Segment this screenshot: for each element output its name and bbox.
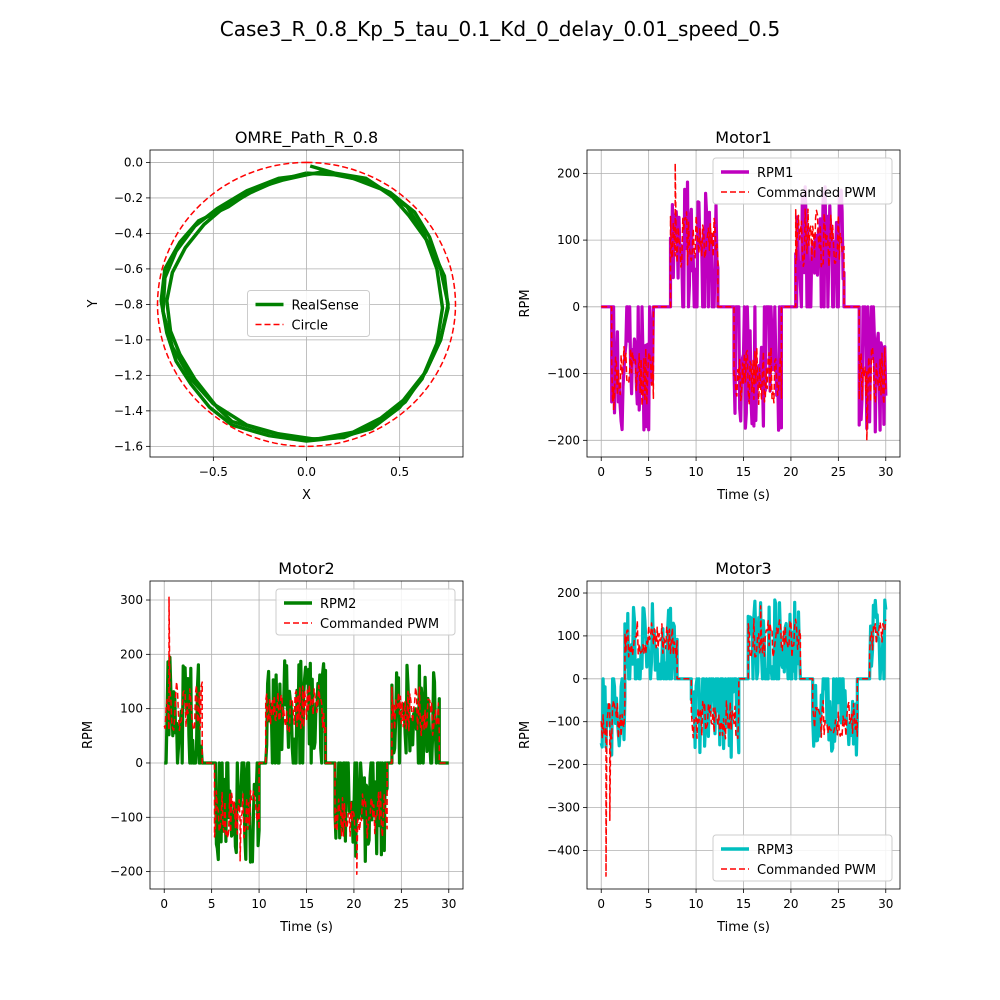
motor3-xlabel: Time (s) (716, 920, 770, 935)
motor3-ytick-label: −100 (547, 715, 580, 729)
motor3-ytick-label: 200 (557, 586, 580, 600)
path-xlabel: X (302, 488, 311, 503)
path-legend: RealSense Circle (247, 290, 370, 337)
motor1-legend-box (712, 157, 893, 205)
motor2-ytick-label: 300 (120, 593, 143, 607)
motor2-legend-label: RPM2 (320, 597, 356, 612)
motor1-title: Motor1 (715, 128, 771, 147)
motor2-xtick-label: 30 (441, 897, 456, 911)
motor1-commanded-pwm-line (601, 162, 887, 442)
motor3-ytick-label: −300 (547, 800, 580, 814)
realsense-path-line (161, 164, 450, 442)
motor1-ytick-label: −100 (547, 367, 580, 381)
motor2-legend: RPM2 Commanded PWM (275, 588, 456, 636)
path-plot-area (156, 161, 457, 448)
motor2-xtick-label: 5 (208, 897, 216, 911)
path-xtick-label: −0.5 (199, 465, 228, 479)
motor2-ytick-label: 100 (120, 702, 143, 716)
motor3-ytick-label: −200 (547, 758, 580, 772)
path-title: OMRE_Path_R_0.8 (235, 128, 378, 148)
motor2-title: Motor2 (278, 559, 334, 578)
motor3-axes-frame (586, 580, 901, 890)
motor1-ytick-label: 0 (572, 300, 580, 314)
motor2-xtick-label: 10 (251, 897, 266, 911)
path-subplot: −0.5 0.0 0.5 0.0 −0.2 −0.4 −0.6 −0.8 −1.0 −1.2 −1.… (86, 128, 464, 503)
subplots: −0.5 0.0 0.5 0.0 −0.2 −0.4 −0.6 −0.8 −1.0 −1.2 −1.… (81, 128, 901, 935)
motor2-plot-area (163, 596, 450, 876)
motor2-ytick-label: 200 (120, 647, 143, 661)
motor3-legend-label: RPM3 (757, 843, 793, 858)
motor1-axes-frame (586, 149, 901, 458)
figure-suptitle: Case3_R_0.8_Kp_5_tau_0.1_Kd_0_delay_0.01… (220, 17, 780, 41)
motor1-xtick-label: 15 (736, 465, 751, 479)
motor2-ytick-label: −100 (110, 810, 143, 824)
motor3-ytick-label: −400 (547, 843, 580, 857)
motor3-plot-area (599, 598, 888, 877)
motor2-legend-box (275, 588, 456, 636)
motor3-xtick-label: 30 (878, 897, 893, 911)
motor1-xtick-label: 0 (597, 465, 605, 479)
path-ytick-label: −1.0 (114, 333, 143, 347)
motor1-subplot: 0 5 10 15 20 25 30 −200 −100 0 100 200 Motor1 Time (s… (518, 128, 901, 503)
motor1-legend-label: RPM1 (757, 166, 793, 181)
motor1-ytick-label: 100 (557, 233, 580, 247)
motor2-xlabel: Time (s) (279, 920, 333, 935)
path-xtick-label: 0.0 (297, 465, 316, 479)
path-axes-frame (149, 149, 464, 458)
motor1-legend: RPM1 Commanded PWM (712, 157, 893, 205)
motor1-ytick-label: −200 (547, 433, 580, 447)
motor2-legend-label: Commanded PWM (320, 617, 439, 632)
path-ytick-label: 0.0 (124, 155, 143, 169)
motor3-ytick-label: 100 (557, 629, 580, 643)
motor2-subplot: 0 5 10 15 20 25 30 −200 −100 0 100 200 300 Motor2 Time… (81, 559, 464, 935)
motor1-legend-label: Commanded PWM (757, 186, 876, 201)
path-ytick-label: −1.2 (114, 368, 143, 382)
motor3-title: Motor3 (715, 559, 771, 578)
motor2-xtick-label: 0 (160, 897, 168, 911)
motor1-ylabel: RPM (518, 289, 533, 317)
motor3-xtick-label: 5 (645, 897, 653, 911)
motor3-xtick-label: 20 (783, 897, 798, 911)
path-ytick-label: −1.6 (114, 439, 143, 453)
motor3-subplot: 0 5 10 15 20 25 30 −400 −300 −200 −100 0 100 200 Motor… (518, 559, 901, 935)
circle-reference-line (156, 161, 457, 448)
motor2-xtick-label: 25 (394, 897, 409, 911)
motor3-xtick-label: 10 (688, 897, 703, 911)
path-ytick-label: −0.2 (114, 191, 143, 205)
motor2-ytick-label: −200 (110, 865, 143, 879)
motor1-plot-area (600, 162, 888, 442)
motor1-xlabel: Time (s) (716, 488, 770, 503)
motor3-ylabel: RPM (518, 721, 533, 749)
motor3-legend-label: Commanded PWM (757, 863, 876, 878)
path-ytick-label: −0.8 (114, 297, 143, 311)
motor2-axes-frame (149, 580, 464, 890)
motor1-xtick-label: 5 (645, 465, 653, 479)
motor1-xtick-label: 25 (831, 465, 846, 479)
motor1-ytick-label: 200 (557, 166, 580, 180)
motor2-xtick-label: 15 (299, 897, 314, 911)
path-ytick-label: −0.6 (114, 262, 143, 276)
motor2-ytick-label: 0 (135, 756, 143, 770)
motor1-xtick-label: 30 (878, 465, 893, 479)
motor2-xtick-label: 20 (346, 897, 361, 911)
motor3-xtick-label: 0 (597, 897, 605, 911)
motor3-commanded-pwm-line (600, 605, 887, 877)
motor3-xtick-label: 25 (831, 897, 846, 911)
motor3-legend-box (712, 834, 893, 882)
path-xtick-label: 0.5 (390, 465, 409, 479)
path-ytick-label: −1.4 (114, 404, 143, 418)
motor1-xtick-label: 20 (783, 465, 798, 479)
motor3-ytick-label: 0 (572, 672, 580, 686)
path-ytick-label: −0.4 (114, 226, 143, 240)
path-legend-label: RealSense (292, 299, 359, 314)
path-legend-label: Circle (292, 319, 329, 334)
motor3-xtick-label: 15 (736, 897, 751, 911)
motor2-ylabel: RPM (81, 721, 96, 749)
motor1-xtick-label: 10 (688, 465, 703, 479)
motor3-legend: RPM3 Commanded PWM (712, 834, 893, 882)
path-ylabel: Y (86, 299, 101, 308)
motor2-commanded-pwm-line (163, 596, 449, 876)
